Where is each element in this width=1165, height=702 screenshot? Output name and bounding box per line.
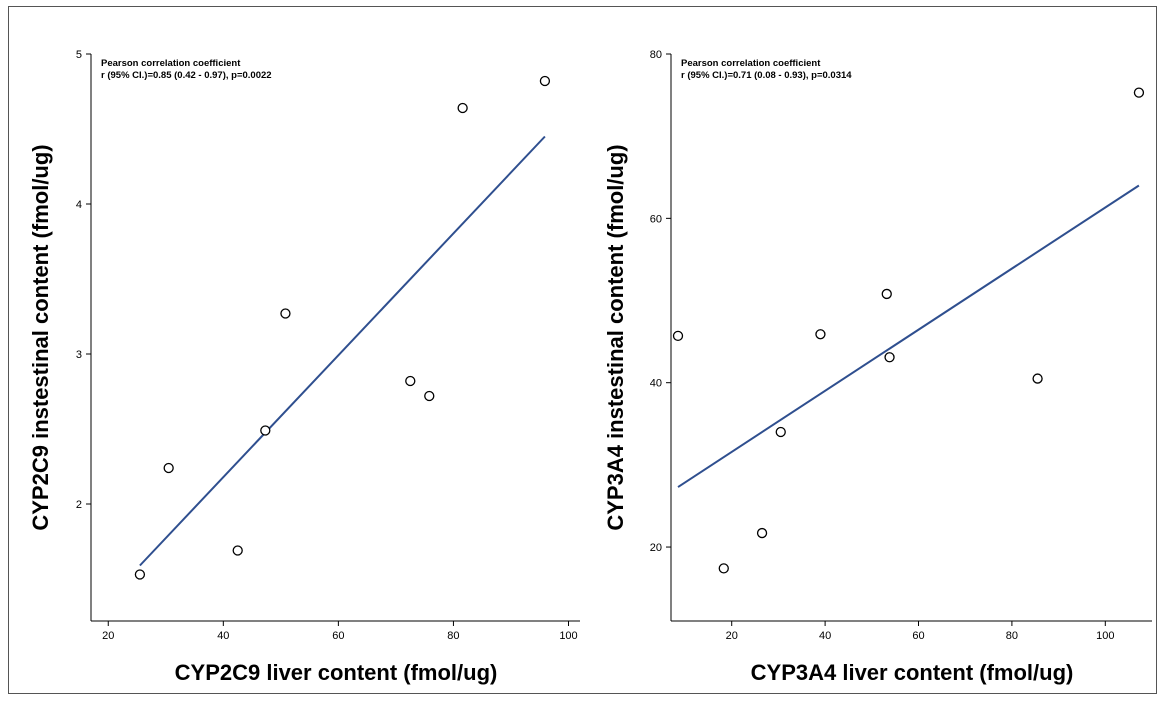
data-point <box>280 308 291 319</box>
y-tick-label: 4 <box>76 199 82 211</box>
correlation-annotation: Pearson correlation coefficient <box>101 58 241 69</box>
data-point <box>539 75 551 87</box>
x-tick-label: 20 <box>102 630 114 642</box>
data-point <box>756 527 768 539</box>
chart-panel-2: 20 40 60 80 100 20 40 60 80 Pearson correlation c… <box>603 49 1152 685</box>
data-point <box>881 288 892 300</box>
x-axis-title: CYP2C9 liver content (fmol/ug) <box>175 660 498 685</box>
data-point <box>775 426 786 438</box>
regression-line <box>139 135 546 567</box>
y-tick-label: 3 <box>76 349 82 361</box>
x-tick-label: 60 <box>912 630 924 642</box>
x-tick-label: 80 <box>447 630 459 642</box>
regression-line <box>677 184 1140 488</box>
data-point <box>815 329 826 340</box>
correlation-annotation: r (95% CI.)=0.71 (0.08 - 0.93), p=0.0314 <box>681 70 852 81</box>
data-point <box>260 425 271 436</box>
data-point <box>1133 87 1145 98</box>
data-point <box>1032 373 1043 384</box>
x-tick-label: 100 <box>559 630 577 642</box>
y-tick-label: 80 <box>650 49 662 61</box>
y-tick-label: 2 <box>76 499 82 511</box>
data-point <box>457 102 468 114</box>
x-tick-label: 100 <box>1096 630 1114 642</box>
y-tick-label: 60 <box>650 213 662 225</box>
x-tick-label: 80 <box>1006 630 1018 642</box>
y-axis-title: CYP3A4 instestinal content (fmol/ug) <box>603 144 628 530</box>
data-point <box>672 330 684 342</box>
chart-panel-1: 20 40 60 80 100 2 3 4 5 Pearson correlation coeff… <box>28 49 580 685</box>
x-tick-label: 40 <box>217 630 229 642</box>
x-tick-label: 40 <box>819 630 831 642</box>
y-axis-title: CYP2C9 instestinal content (fmol/ug) <box>28 144 53 530</box>
data-point <box>884 352 895 363</box>
figure-frame <box>8 6 1157 694</box>
y-tick-label: 40 <box>650 378 662 390</box>
data-point <box>134 569 146 580</box>
x-axis-title: CYP3A4 liver content (fmol/ug) <box>751 660 1074 685</box>
correlation-annotation: r (95% CI.)=0.85 (0.42 - 0.97), p=0.0022 <box>101 70 272 81</box>
y-tick-label: 5 <box>76 49 82 61</box>
data-point <box>718 563 729 574</box>
data-point <box>232 545 243 556</box>
x-tick-label: 20 <box>726 630 738 642</box>
x-tick-label: 60 <box>332 630 344 642</box>
data-point <box>424 390 435 402</box>
data-point <box>405 375 416 387</box>
y-tick-label: 20 <box>650 542 662 554</box>
data-point <box>163 462 174 474</box>
correlation-annotation: Pearson correlation coefficient <box>681 58 821 69</box>
